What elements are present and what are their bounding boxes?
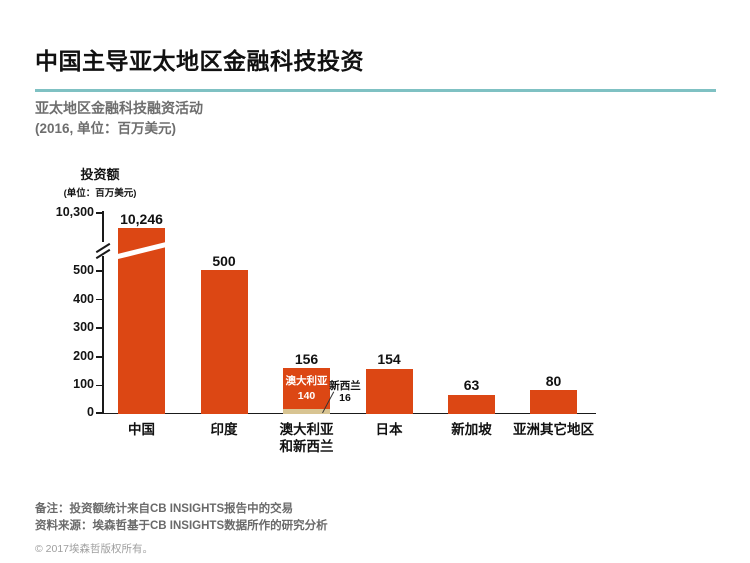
- x-label-line: 澳大利亚: [279, 422, 334, 437]
- y-axis-line: [102, 211, 104, 414]
- x-label-line: 中国: [128, 422, 155, 437]
- y-tick-mark: [96, 270, 102, 272]
- x-label-china: 中国: [87, 421, 197, 438]
- x-label-japan: 日本: [334, 421, 444, 438]
- bar-break-band: [118, 240, 165, 261]
- chart-subtitle: 亚太地区金融科技融资活动: [35, 100, 203, 116]
- y-tick-label: 400: [73, 291, 94, 306]
- value-label-singapore: 63: [463, 377, 480, 394]
- x-label-india: 印度: [169, 421, 279, 438]
- value-label-australia-nz: 156: [294, 350, 319, 367]
- bar-china: [118, 228, 165, 414]
- new-zealand-annotation-value: 16: [339, 392, 351, 404]
- new-zealand-annotation: 新西兰 16: [322, 380, 368, 404]
- y-tick-mark: [96, 212, 102, 214]
- y-tick-label: 300: [73, 320, 94, 335]
- y-tick-mark: [96, 298, 102, 301]
- bar-japan: [365, 368, 413, 414]
- australia-inner-label: 澳大利亚: [285, 375, 328, 388]
- y-tick-mark: [96, 327, 102, 329]
- x-label-line: 和新西兰: [279, 439, 334, 454]
- x-label-rest-of-asia: 亚洲其它地区: [499, 421, 609, 438]
- y-tick-label: 100: [73, 377, 94, 392]
- bar-rest-of-asia: [530, 390, 577, 414]
- value-label-japan: 154: [377, 351, 401, 368]
- y-axis-title: 投资额: [80, 167, 120, 182]
- y-tick-label: 500: [73, 263, 94, 277]
- new-zealand-annotation-label: 新西兰: [329, 380, 361, 392]
- y-tick-mark: [96, 356, 102, 358]
- value-label-rest-of-asia: 80: [545, 372, 562, 389]
- value-label-china: 10,246: [120, 210, 163, 227]
- x-axis-line: [102, 412, 596, 414]
- footnote: 备注：投资额统计来自CB INSIGHTS报告中的交易: [35, 503, 294, 515]
- bar-singapore: [448, 394, 495, 414]
- source-note: 资料来源：埃森哲基于CB INSIGHTS数据所作的研究分析: [35, 519, 328, 532]
- x-label-line: 新加坡: [451, 422, 492, 437]
- page-title: 中国主导亚太地区金融科技投资: [35, 48, 364, 74]
- y-tick-mark: [96, 412, 102, 414]
- bar-india: [200, 270, 248, 414]
- bar-new-zealand-segment: [283, 409, 330, 414]
- x-label-line: 印度: [210, 422, 238, 437]
- y-axis-unit-label: (单位：百万美元): [63, 188, 137, 199]
- footer-notes: 备注：投资额统计来自CB INSIGHTS报告中的交易 资料来源：埃森哲基于CB…: [35, 501, 328, 534]
- australia-inner-value: 140: [297, 390, 316, 403]
- y-tick-label: 200: [73, 348, 94, 363]
- bar-australia-nz: 澳大利亚 140: [283, 368, 330, 414]
- x-label-australia-nz: 澳大利亚 和新西兰: [252, 421, 362, 455]
- y-tick-label: 0: [87, 405, 94, 419]
- y-tick-label: 10,300: [55, 205, 94, 219]
- copyright-note: © 2017埃森哲版权所有。: [35, 543, 154, 555]
- x-label-line: 日本: [375, 422, 403, 437]
- x-label-singapore: 新加坡: [417, 421, 527, 438]
- title-divider-rule: [35, 89, 716, 92]
- y-tick-mark: [96, 384, 102, 387]
- chart-subtitle-unit: (2016, 单位：百万美元): [35, 121, 177, 136]
- y-axis-title-block: 投资额 (单位：百万美元): [40, 164, 160, 199]
- x-label-line: 亚洲其它地区: [513, 422, 594, 437]
- value-label-india: 500: [212, 252, 236, 269]
